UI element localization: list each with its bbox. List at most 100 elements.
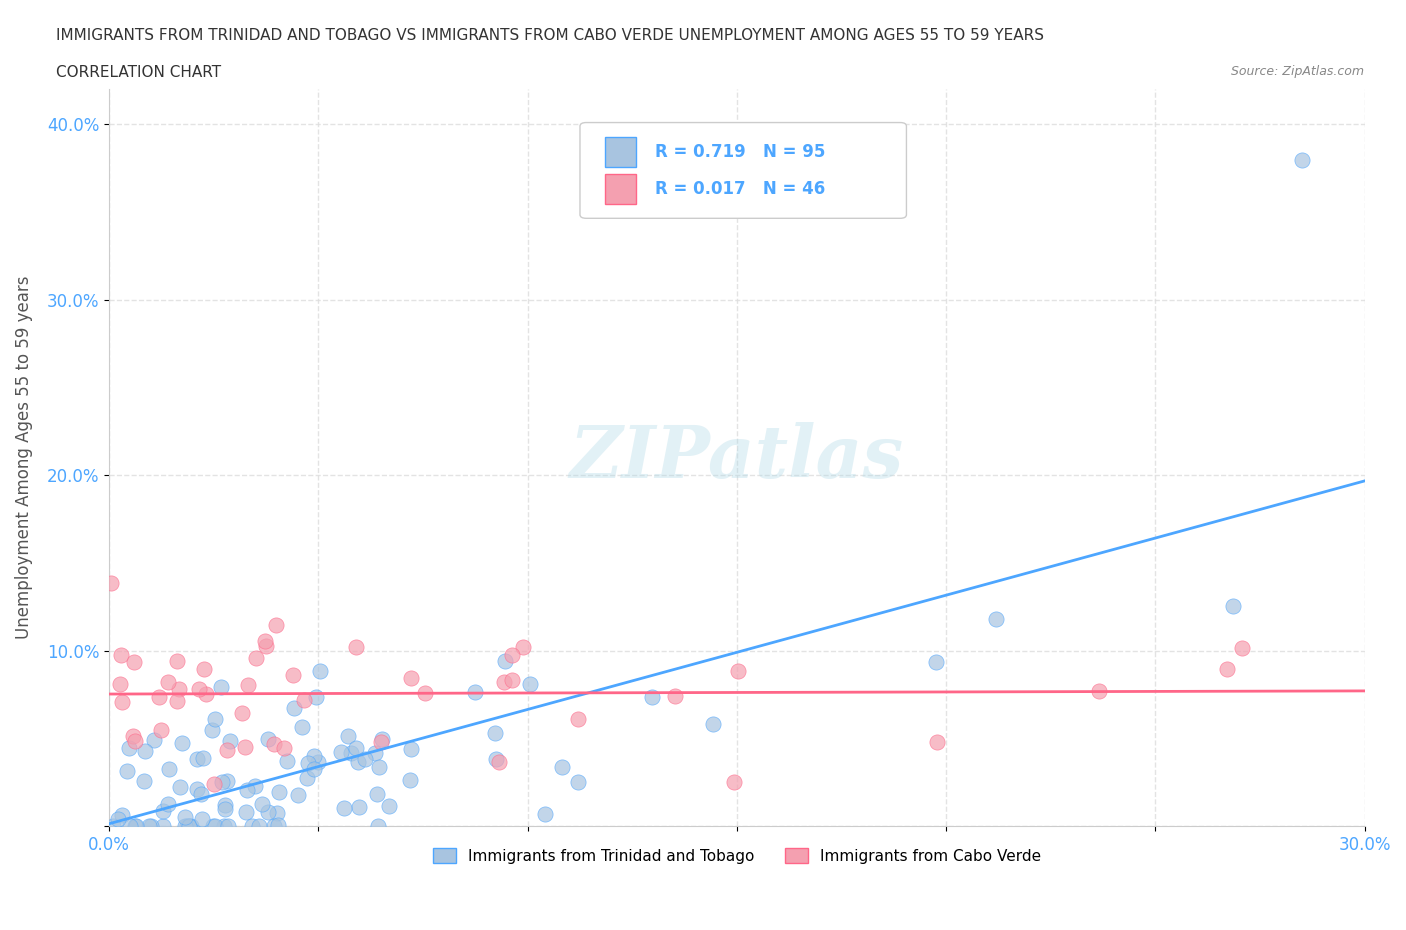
Immigrants from Cabo Verde — [166, 654, 188, 669]
Immigrants from Trinidad and Tobago — [204, 818, 226, 833]
Immigrants from Cabo Verde — [292, 693, 315, 708]
Immigrants from Cabo Verde — [664, 688, 686, 703]
Immigrants from Trinidad and Tobago — [344, 740, 367, 755]
Immigrants from Cabo Verde — [111, 695, 134, 710]
Immigrants from Trinidad and Tobago — [138, 818, 160, 833]
Immigrants from Trinidad and Tobago — [214, 802, 236, 817]
Immigrants from Trinidad and Tobago — [347, 754, 370, 769]
Immigrants from Trinidad and Tobago — [141, 818, 163, 833]
Immigrants from Cabo Verde — [195, 686, 218, 701]
Immigrants from Cabo Verde — [124, 655, 146, 670]
Immigrants from Cabo Verde — [501, 672, 523, 687]
Immigrants from Trinidad and Tobago — [1291, 153, 1313, 167]
Immigrants from Trinidad and Tobago — [339, 745, 361, 760]
Immigrants from Trinidad and Tobago — [240, 818, 263, 833]
Immigrants from Trinidad and Tobago — [337, 728, 360, 743]
Immigrants from Cabo Verde — [1088, 684, 1111, 698]
Immigrants from Trinidad and Tobago — [170, 736, 193, 751]
Immigrants from Cabo Verde — [150, 723, 173, 737]
Immigrants from Trinidad and Tobago — [494, 653, 516, 668]
Immigrants from Trinidad and Tobago — [243, 778, 266, 793]
Immigrants from Trinidad and Tobago — [307, 754, 329, 769]
Bar — [605, 174, 637, 204]
Immigrants from Trinidad and Tobago — [485, 751, 508, 766]
Immigrants from Trinidad and Tobago — [211, 775, 233, 790]
Immigrants from Trinidad and Tobago — [152, 804, 174, 818]
Immigrants from Cabo Verde — [166, 693, 188, 708]
Immigrants from Cabo Verde — [344, 639, 367, 654]
Immigrants from Trinidad and Tobago — [124, 818, 146, 833]
Immigrants from Trinidad and Tobago — [132, 774, 155, 789]
Immigrants from Trinidad and Tobago — [347, 799, 370, 814]
Immigrants from Trinidad and Tobago — [118, 740, 141, 755]
Immigrants from Cabo Verde — [273, 740, 295, 755]
Immigrants from Trinidad and Tobago — [176, 818, 198, 833]
Immigrants from Trinidad and Tobago — [702, 716, 724, 731]
Immigrants from Trinidad and Tobago — [217, 818, 239, 833]
Immigrants from Trinidad and Tobago — [186, 751, 208, 766]
Text: R = 0.017   N = 46: R = 0.017 N = 46 — [655, 179, 825, 198]
Immigrants from Cabo Verde — [231, 706, 253, 721]
Immigrants from Trinidad and Tobago — [117, 764, 139, 778]
Immigrants from Cabo Verde — [193, 661, 215, 676]
Immigrants from Cabo Verde — [401, 671, 423, 685]
Immigrants from Trinidad and Tobago — [252, 797, 274, 812]
Immigrants from Trinidad and Tobago — [333, 801, 356, 816]
Immigrants from Cabo Verde — [501, 648, 523, 663]
FancyBboxPatch shape — [581, 123, 907, 219]
Immigrants from Trinidad and Tobago — [156, 797, 179, 812]
Immigrants from Trinidad and Tobago — [304, 690, 326, 705]
Immigrants from Trinidad and Tobago — [174, 809, 197, 824]
Immigrants from Trinidad and Tobago — [204, 711, 226, 726]
Immigrants from Cabo Verde — [370, 734, 392, 749]
Immigrants from Trinidad and Tobago — [202, 818, 225, 833]
Immigrants from Trinidad and Tobago — [367, 760, 389, 775]
Immigrants from Trinidad and Tobago — [177, 818, 200, 833]
Immigrants from Trinidad and Tobago — [152, 818, 174, 833]
Immigrants from Trinidad and Tobago — [169, 779, 191, 794]
Immigrants from Cabo Verde — [281, 667, 304, 682]
Immigrants from Trinidad and Tobago — [256, 804, 278, 819]
Immigrants from Trinidad and Tobago — [353, 751, 375, 766]
Immigrants from Cabo Verde — [245, 651, 267, 666]
Immigrants from Cabo Verde — [488, 755, 510, 770]
Immigrants from Trinidad and Tobago — [143, 733, 166, 748]
Immigrants from Trinidad and Tobago — [519, 677, 541, 692]
Immigrants from Cabo Verde — [723, 775, 745, 790]
Immigrants from Trinidad and Tobago — [212, 818, 235, 833]
Immigrants from Trinidad and Tobago — [267, 817, 290, 832]
Immigrants from Trinidad and Tobago — [186, 782, 208, 797]
Immigrants from Cabo Verde — [253, 634, 276, 649]
Immigrants from Trinidad and Tobago — [107, 812, 129, 827]
Immigrants from Cabo Verde — [413, 685, 436, 700]
Y-axis label: Unemployment Among Ages 55 to 59 years: Unemployment Among Ages 55 to 59 years — [15, 276, 32, 640]
Immigrants from Trinidad and Tobago — [257, 732, 280, 747]
Immigrants from Trinidad and Tobago — [371, 731, 394, 746]
Immigrants from Cabo Verde — [1216, 661, 1239, 676]
Text: R = 0.719   N = 95: R = 0.719 N = 95 — [655, 143, 825, 161]
Immigrants from Trinidad and Tobago — [120, 818, 142, 833]
Immigrants from Trinidad and Tobago — [174, 818, 197, 833]
Immigrants from Cabo Verde — [238, 678, 260, 693]
Immigrants from Trinidad and Tobago — [640, 689, 662, 704]
Immigrants from Cabo Verde — [1232, 641, 1254, 656]
Immigrants from Trinidad and Tobago — [1222, 598, 1244, 613]
Immigrants from Cabo Verde — [156, 675, 179, 690]
Immigrants from Trinidad and Tobago — [247, 818, 270, 833]
Immigrants from Cabo Verde — [124, 734, 146, 749]
Immigrants from Trinidad and Tobago — [287, 788, 309, 803]
Immigrants from Cabo Verde — [512, 640, 534, 655]
Immigrants from Cabo Verde — [263, 737, 285, 751]
Immigrants from Trinidad and Tobago — [134, 743, 156, 758]
Immigrants from Trinidad and Tobago — [534, 806, 557, 821]
Immigrants from Cabo Verde — [492, 674, 515, 689]
Immigrants from Cabo Verde — [100, 576, 122, 591]
Immigrants from Trinidad and Tobago — [125, 818, 148, 833]
Text: Source: ZipAtlas.com: Source: ZipAtlas.com — [1230, 65, 1364, 78]
Immigrants from Trinidad and Tobago — [209, 680, 232, 695]
Immigrants from Trinidad and Tobago — [295, 771, 318, 786]
Immigrants from Cabo Verde — [188, 682, 211, 697]
Immigrants from Trinidad and Tobago — [159, 762, 181, 777]
Immigrants from Trinidad and Tobago — [366, 787, 388, 802]
Legend: Immigrants from Trinidad and Tobago, Immigrants from Cabo Verde: Immigrants from Trinidad and Tobago, Imm… — [426, 842, 1047, 870]
